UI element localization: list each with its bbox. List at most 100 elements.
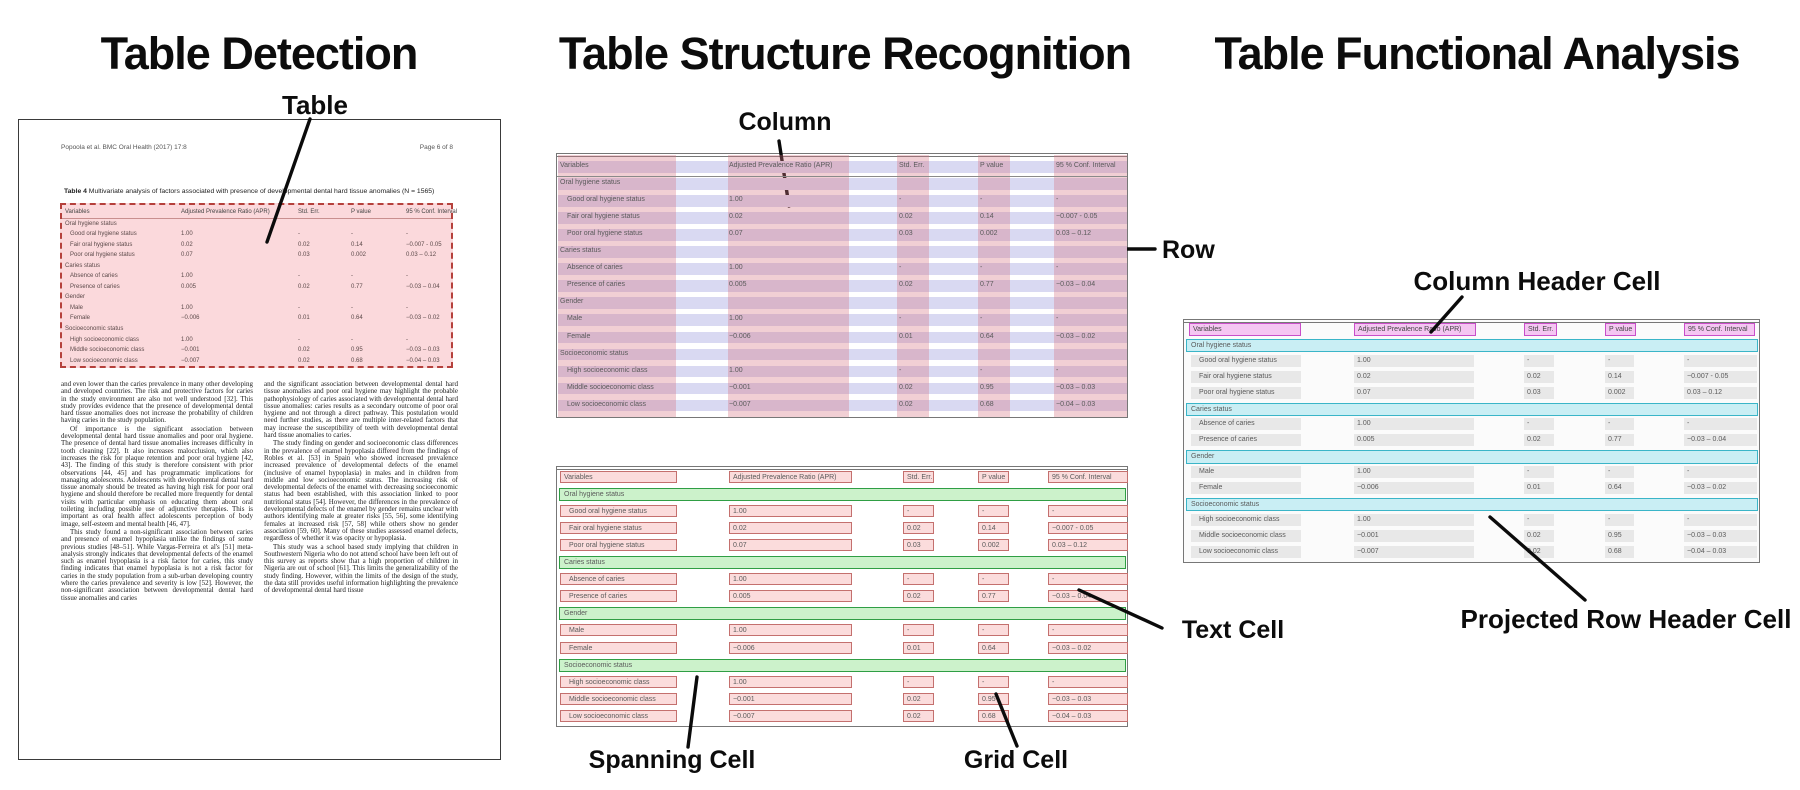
label-text-cell: Text Cell — [1181, 616, 1285, 644]
body-text-left-column: and even lower than the caries prevalenc… — [61, 380, 253, 603]
structure-row-label: Oral hygiene status — [560, 179, 621, 187]
structure-cell: −0.04 – 0.03 — [1056, 400, 1096, 408]
row-label-bar: Male — [1191, 466, 1301, 479]
doc-table-row-label: Middle socioeconomic class — [70, 347, 145, 354]
structure-cell: - — [899, 366, 902, 374]
doc-table-cell: 1.00 — [181, 231, 193, 238]
data-cell-bar: - — [1605, 418, 1634, 431]
doc-table-cell: 0.14 — [351, 241, 363, 248]
structure-cell: 1.00 — [729, 196, 743, 204]
structure-cell: 0.03 — [899, 230, 913, 238]
structure-cell: −0.007 — [729, 400, 751, 408]
data-cell-bar: −0.007 — [1354, 545, 1474, 558]
structure-cell: - — [899, 196, 902, 204]
structure-cell: −0.03 – 0.02 — [1056, 332, 1096, 340]
row-band — [558, 195, 1127, 207]
doc-table-cell: 0.002 — [351, 252, 367, 259]
title-table-structure-recognition: Table Structure Recognition — [558, 28, 1132, 79]
data-cell-bar: −0.03 – 0.02 — [1684, 482, 1757, 494]
row-label-bar: High socioeconomic class — [1191, 513, 1301, 526]
doc-table-cell: 0.005 — [181, 283, 197, 290]
structure-cell: −0.007 - 0.05 — [1056, 213, 1098, 221]
data-cell-bar: −0.03 – 0.04 — [1684, 434, 1757, 447]
grid-cell-box: −0.001 — [729, 692, 852, 705]
functional-analysis-table: Variables Adjusted Prevalence Ratio (APR)… — [1183, 319, 1760, 563]
doc-table-row-label: Gender — [65, 294, 86, 301]
structure-row-label: Absence of caries — [567, 264, 623, 272]
structure-cell: - — [899, 315, 902, 323]
grid-cell-box: - — [903, 675, 934, 688]
data-cell-bar: 0.77 — [1605, 434, 1634, 447]
table-caption-text: Multivariate analysis of factors associa… — [86, 188, 435, 195]
structure-cell: 0.02 — [899, 383, 913, 391]
column-band — [978, 155, 1010, 417]
row-band — [558, 178, 1127, 190]
doc-table-cell: - — [298, 231, 300, 238]
grid-cell-box: - — [978, 573, 1009, 586]
spanning-cell-box: Gender — [559, 607, 1126, 621]
grid-cell-box: 0.01 — [903, 641, 934, 654]
structure-row-label: Low socioeconomic class — [567, 400, 646, 408]
doc-table-row-label: High socioeconomic class — [70, 336, 140, 343]
structure-row-label: Poor oral hygiene status — [567, 230, 643, 238]
doc-table-cell: 0.01 — [298, 315, 310, 322]
row-band — [558, 280, 1127, 292]
grid-cell-box: 0.02 — [903, 692, 934, 705]
data-cell-bar: - — [1524, 354, 1554, 367]
data-cell-bar: 0.002 — [1605, 386, 1634, 399]
row-label-bar: Middle socioeconomic class — [1191, 529, 1301, 542]
structure-cell: - — [1056, 196, 1059, 204]
doc-table-cell: - — [351, 336, 353, 343]
label-column-header-cell: Column Header Cell — [1413, 266, 1661, 296]
row-label-bar: Low socioeconomic class — [1191, 545, 1301, 558]
data-cell-bar: −0.001 — [1354, 529, 1474, 542]
data-cell-bar: 0.02 — [1354, 370, 1474, 383]
doc-table-cell: −0.04 – 0.03 — [406, 357, 440, 364]
doc-table-row-label: Female — [70, 315, 91, 322]
structure-row-label: Female — [567, 332, 591, 340]
structure-cell: - — [980, 264, 983, 272]
data-cell-bar: - — [1605, 354, 1634, 367]
structure-cell: - — [899, 264, 902, 272]
column-header-cell-box: Adjusted Prevalence Ratio (APR) — [729, 471, 852, 483]
doc-table-row-label: Socioeconomic status — [65, 326, 124, 332]
data-cell-bar: −0.04 – 0.03 — [1684, 545, 1757, 558]
structure-row-label: Caries status — [560, 247, 601, 255]
data-cell-bar: 1.00 — [1354, 354, 1474, 367]
spanning-cell-box: Socioeconomic status — [559, 658, 1126, 672]
projected-row-header-cell: Caries status — [1186, 402, 1758, 416]
structure-row-label: Middle socioeconomic class — [567, 383, 654, 391]
doc-table-cell: - — [406, 336, 408, 343]
row-label-bar: Fair oral hygiene status — [1191, 370, 1301, 383]
data-cell-bar: 0.95 — [1605, 529, 1634, 542]
doc-table-header-cell: Adjusted Prevalence Ratio (APR) — [181, 209, 270, 215]
row-band — [558, 382, 1127, 395]
label-table: Table — [282, 90, 348, 120]
title-table-functional-analysis: Table Functional Analysis — [1214, 28, 1740, 79]
data-cell-bar: −0.006 — [1354, 482, 1474, 494]
grid-cell-box: - — [978, 624, 1009, 637]
structure-row-label: Presence of caries — [567, 281, 625, 289]
column-header-cell-box: Std. Err. — [903, 471, 934, 483]
column-header-cell-box: P value — [978, 471, 1009, 483]
grid-cell-box: 0.02 — [903, 709, 934, 722]
text-cell-box: Absence of caries — [560, 573, 677, 586]
doc-table-cell: - — [298, 336, 300, 343]
doc-table-cell: 1.00 — [181, 273, 193, 280]
doc-table-cell: −0.006 — [181, 315, 200, 322]
structure-cell: - — [1056, 366, 1059, 374]
data-cell-bar: −0.03 – 0.03 — [1684, 529, 1757, 542]
column-band — [558, 155, 676, 417]
doc-table-header-rule — [62, 218, 451, 219]
grid-cell-box: 0.95 — [978, 692, 1009, 705]
data-cell-bar: 1.00 — [1354, 466, 1474, 479]
row-band — [558, 365, 1127, 378]
structure-cell: 0.64 — [980, 332, 994, 340]
doc-table-cell: 1.00 — [181, 336, 193, 343]
row-label-bar: Good oral hygiene status — [1191, 354, 1301, 367]
structure-cell: - — [1056, 315, 1059, 323]
row-label-bar: Female — [1191, 482, 1301, 494]
doc-table-cell: - — [351, 304, 353, 311]
doc-table-cell: 0.03 — [298, 252, 310, 259]
